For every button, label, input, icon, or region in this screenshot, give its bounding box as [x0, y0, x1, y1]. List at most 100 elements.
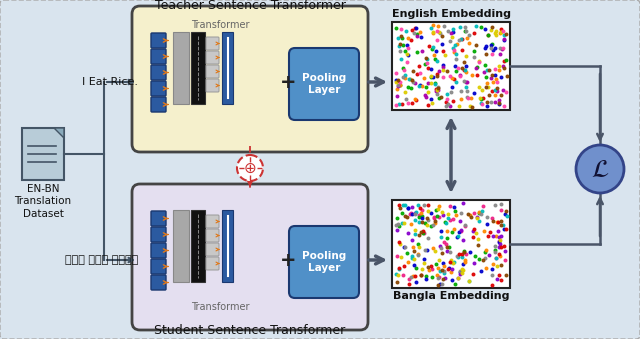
Point: [499, 244, 509, 249]
Point: [392, 78, 403, 84]
Point: [457, 36, 467, 42]
Point: [400, 48, 410, 53]
Point: [454, 73, 465, 78]
Point: [396, 254, 406, 260]
Point: [440, 53, 451, 58]
Point: [422, 102, 433, 107]
Point: [398, 74, 408, 79]
Point: [443, 212, 453, 217]
Point: [403, 215, 413, 220]
Point: [438, 64, 448, 69]
Point: [496, 29, 506, 34]
Point: [490, 99, 500, 104]
Point: [462, 94, 472, 100]
Point: [463, 95, 473, 101]
Point: [413, 219, 424, 225]
Point: [462, 88, 472, 94]
Point: [466, 95, 476, 100]
Point: [464, 278, 474, 284]
Point: [461, 28, 471, 34]
Point: [490, 202, 500, 207]
Point: [408, 68, 419, 73]
Point: [439, 268, 449, 274]
Point: [492, 263, 502, 269]
Point: [456, 210, 466, 215]
Point: [392, 227, 402, 233]
Point: [447, 75, 458, 80]
Point: [406, 253, 417, 259]
Point: [479, 69, 489, 75]
Point: [405, 212, 415, 217]
Point: [398, 43, 408, 48]
Point: [399, 220, 410, 226]
Point: [396, 101, 406, 107]
Point: [402, 250, 412, 255]
Point: [456, 266, 467, 272]
Point: [465, 213, 475, 218]
Point: [495, 45, 506, 51]
Point: [418, 228, 428, 234]
Point: [442, 68, 452, 74]
Point: [457, 47, 467, 53]
Point: [410, 228, 420, 233]
Point: [454, 251, 464, 256]
FancyBboxPatch shape: [151, 33, 166, 48]
Point: [424, 267, 434, 273]
Point: [478, 257, 488, 263]
Point: [436, 246, 446, 251]
Point: [445, 217, 455, 223]
Point: [484, 252, 494, 258]
Point: [414, 233, 424, 238]
Point: [477, 208, 487, 214]
Point: [498, 29, 508, 34]
Point: [413, 213, 424, 218]
Text: Pooling
Layer: Pooling Layer: [302, 73, 346, 95]
Point: [415, 70, 425, 76]
Point: [490, 243, 500, 249]
Point: [488, 261, 499, 267]
Point: [445, 203, 455, 209]
Point: [437, 74, 447, 79]
Point: [492, 85, 502, 91]
Point: [455, 73, 465, 79]
Point: [422, 56, 432, 61]
Point: [415, 29, 426, 35]
Point: [436, 267, 447, 273]
Point: [440, 275, 451, 281]
Bar: [191, 210, 205, 282]
Point: [483, 32, 493, 38]
Point: [487, 88, 497, 94]
Point: [490, 45, 500, 51]
Point: [399, 68, 410, 73]
Point: [492, 28, 502, 34]
Point: [500, 211, 510, 217]
Point: [395, 48, 405, 54]
Point: [498, 45, 508, 51]
Point: [442, 244, 452, 250]
Point: [461, 69, 471, 74]
Point: [426, 75, 436, 80]
Point: [394, 223, 404, 229]
Point: [421, 85, 431, 90]
Point: [439, 263, 449, 268]
FancyBboxPatch shape: [151, 81, 166, 96]
Point: [421, 277, 431, 282]
Point: [496, 207, 506, 213]
Point: [415, 82, 425, 87]
Point: [448, 30, 458, 35]
Point: [496, 201, 506, 206]
Point: [496, 233, 506, 238]
Point: [493, 229, 504, 234]
Point: [451, 79, 461, 85]
Point: [394, 240, 404, 245]
Point: [423, 208, 433, 213]
Point: [477, 87, 487, 93]
FancyBboxPatch shape: [289, 226, 359, 298]
Point: [501, 208, 511, 213]
Point: [449, 281, 460, 286]
Point: [397, 36, 407, 41]
Point: [394, 82, 404, 87]
Point: [422, 247, 433, 253]
Point: [481, 247, 492, 253]
Point: [420, 92, 430, 98]
